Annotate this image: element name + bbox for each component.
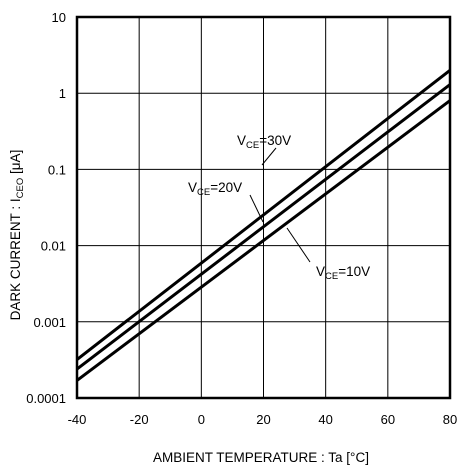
annotation-subscript: CE — [325, 271, 338, 282]
x-tick-label: 80 — [443, 412, 457, 427]
x-axis-title: AMBIENT TEMPERATURE : Ta [°C] — [153, 450, 369, 465]
series-line-vce-20v — [76, 83, 451, 371]
y-axis-title: DARK CURRENT : ICEO [μA] — [8, 150, 26, 321]
annotation-leader-line — [286, 227, 311, 263]
x-tick-label: 20 — [256, 412, 270, 427]
annotation-main: V — [316, 264, 325, 279]
x-tick-label: 40 — [318, 412, 332, 427]
series-line-vce-30v — [76, 69, 451, 361]
series-annotation-label: VCE=30V — [237, 133, 291, 151]
series-annotation-label: VCE=20V — [188, 180, 242, 198]
grid-lines — [77, 17, 450, 398]
plot-frame — [75, 15, 452, 400]
annotation-rest: =10V — [338, 264, 370, 279]
annotation-rest: =30V — [259, 133, 291, 148]
series-annotation-label: VCE=10V — [316, 264, 370, 282]
series-lines — [76, 69, 451, 382]
series-line-vce-10v — [76, 99, 451, 382]
y-tick-label: 10 — [52, 10, 66, 25]
y-axis-title-prefix: DARK CURRENT : I — [8, 198, 23, 320]
y-axis-title-subscript: CEO — [15, 178, 26, 199]
annotation-subscript: CE — [197, 187, 210, 198]
y-axis-title-suffix: [μA] — [8, 150, 23, 178]
x-tick-labels: -40 -20 0 20 40 60 80 — [68, 412, 457, 427]
annotation-leader-line — [249, 194, 264, 223]
x-tick-label: -40 — [68, 412, 87, 427]
annotation-main: V — [188, 180, 197, 195]
y-tick-label: 0.01 — [41, 239, 66, 254]
x-tick-label: -20 — [130, 412, 149, 427]
y-tick-label: 0.0001 — [26, 391, 66, 406]
y-tick-label: 1 — [59, 86, 66, 101]
y-tick-labels: 0.0001 0.001 0.01 0.1 1 10 — [26, 10, 66, 406]
x-tick-label: 0 — [198, 412, 205, 427]
annotation-subscript: CE — [246, 140, 259, 151]
annotation-main: V — [237, 133, 246, 148]
y-tick-label: 0.1 — [48, 162, 66, 177]
x-tick-label: 60 — [381, 412, 395, 427]
annotation-rest: =20V — [210, 180, 242, 195]
y-tick-label: 0.001 — [33, 315, 66, 330]
annotation-leader-line — [261, 147, 277, 166]
